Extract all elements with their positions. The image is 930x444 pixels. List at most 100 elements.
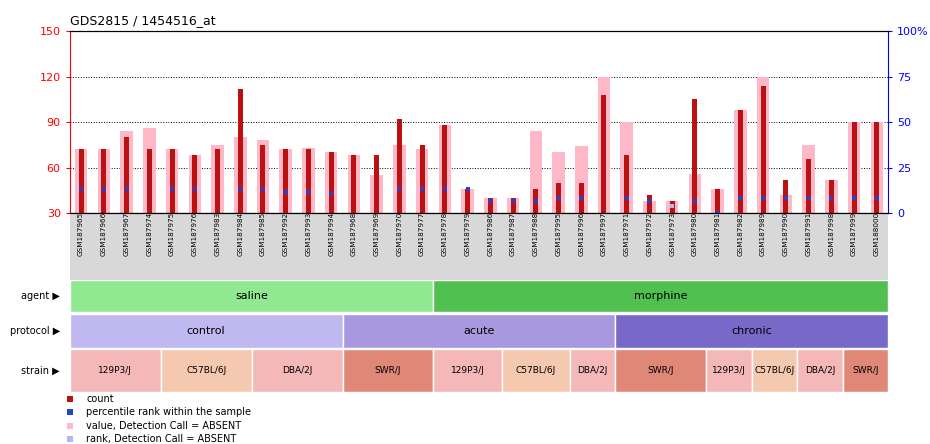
- Bar: [257, 140, 269, 213]
- Bar: [751, 349, 797, 392]
- Bar: [711, 189, 724, 213]
- Bar: [284, 150, 288, 213]
- Text: SWR/J: SWR/J: [852, 366, 879, 375]
- Text: value, Detection Call = ABSENT: value, Detection Call = ABSENT: [86, 420, 242, 431]
- Bar: [797, 349, 843, 392]
- Bar: [529, 131, 542, 213]
- Bar: [666, 201, 678, 213]
- Bar: [397, 119, 402, 213]
- Bar: [443, 125, 447, 213]
- Bar: [370, 175, 383, 213]
- Bar: [374, 155, 379, 213]
- Bar: [143, 128, 155, 213]
- Bar: [238, 89, 243, 213]
- Bar: [70, 349, 161, 392]
- Bar: [348, 155, 360, 213]
- Bar: [70, 314, 342, 348]
- Bar: [393, 145, 405, 213]
- Bar: [342, 349, 433, 392]
- Bar: [189, 155, 201, 213]
- Text: SWR/J: SWR/J: [647, 366, 674, 375]
- Bar: [507, 198, 519, 213]
- Bar: [193, 155, 197, 213]
- Bar: [779, 195, 792, 213]
- Bar: [169, 150, 175, 213]
- Bar: [598, 77, 610, 213]
- Bar: [803, 145, 815, 213]
- Bar: [806, 159, 811, 213]
- Bar: [302, 148, 314, 213]
- Bar: [161, 349, 252, 392]
- Bar: [556, 183, 561, 213]
- Bar: [783, 180, 789, 213]
- Bar: [734, 110, 747, 213]
- Text: SWR/J: SWR/J: [375, 366, 401, 375]
- Bar: [501, 349, 570, 392]
- Bar: [147, 150, 152, 213]
- Text: protocol ▶: protocol ▶: [9, 326, 60, 336]
- Bar: [761, 86, 765, 213]
- Bar: [620, 122, 633, 213]
- Bar: [234, 137, 246, 213]
- Bar: [624, 155, 630, 213]
- Text: DBA/2J: DBA/2J: [282, 366, 312, 375]
- Bar: [416, 150, 429, 213]
- Bar: [465, 189, 470, 213]
- Bar: [70, 281, 433, 313]
- Bar: [616, 349, 706, 392]
- Bar: [306, 150, 311, 213]
- Bar: [433, 349, 501, 392]
- Bar: [252, 349, 342, 392]
- Bar: [688, 174, 701, 213]
- Bar: [419, 145, 425, 213]
- Bar: [852, 122, 857, 213]
- Text: saline: saline: [235, 291, 268, 301]
- Bar: [120, 131, 133, 213]
- Bar: [843, 349, 888, 392]
- Bar: [693, 99, 698, 213]
- Bar: [101, 150, 106, 213]
- Bar: [325, 152, 338, 213]
- Bar: [488, 198, 493, 213]
- Bar: [870, 122, 883, 213]
- Text: GDS2815 / 1454516_at: GDS2815 / 1454516_at: [70, 14, 216, 27]
- Bar: [439, 125, 451, 213]
- Bar: [342, 314, 616, 348]
- Bar: [570, 349, 616, 392]
- Bar: [433, 281, 888, 313]
- Bar: [98, 150, 110, 213]
- Text: percentile rank within the sample: percentile rank within the sample: [86, 407, 251, 417]
- Text: 129P3/J: 129P3/J: [451, 366, 485, 375]
- Text: control: control: [187, 326, 225, 336]
- Text: DBA/2J: DBA/2J: [578, 366, 608, 375]
- Bar: [737, 110, 743, 213]
- Bar: [74, 150, 87, 213]
- Bar: [616, 314, 888, 348]
- Bar: [533, 189, 538, 213]
- Bar: [552, 152, 565, 213]
- Bar: [484, 198, 497, 213]
- Bar: [757, 77, 769, 213]
- Text: rank, Detection Call = ABSENT: rank, Detection Call = ABSENT: [86, 434, 237, 444]
- Bar: [647, 195, 652, 213]
- Text: 129P3/J: 129P3/J: [99, 366, 132, 375]
- Text: 129P3/J: 129P3/J: [712, 366, 746, 375]
- Bar: [352, 155, 356, 213]
- Bar: [670, 201, 674, 213]
- Text: chronic: chronic: [731, 326, 772, 336]
- Bar: [578, 183, 584, 213]
- Bar: [511, 198, 515, 213]
- Bar: [715, 189, 720, 213]
- Bar: [825, 180, 838, 213]
- Text: acute: acute: [463, 326, 495, 336]
- Text: DBA/2J: DBA/2J: [804, 366, 835, 375]
- Text: C57BL/6J: C57BL/6J: [186, 366, 226, 375]
- Bar: [279, 150, 292, 213]
- Bar: [215, 150, 220, 213]
- Text: C57BL/6J: C57BL/6J: [515, 366, 556, 375]
- Bar: [848, 122, 860, 213]
- Bar: [211, 145, 224, 213]
- Bar: [166, 150, 179, 213]
- Bar: [260, 145, 265, 213]
- Bar: [124, 137, 129, 213]
